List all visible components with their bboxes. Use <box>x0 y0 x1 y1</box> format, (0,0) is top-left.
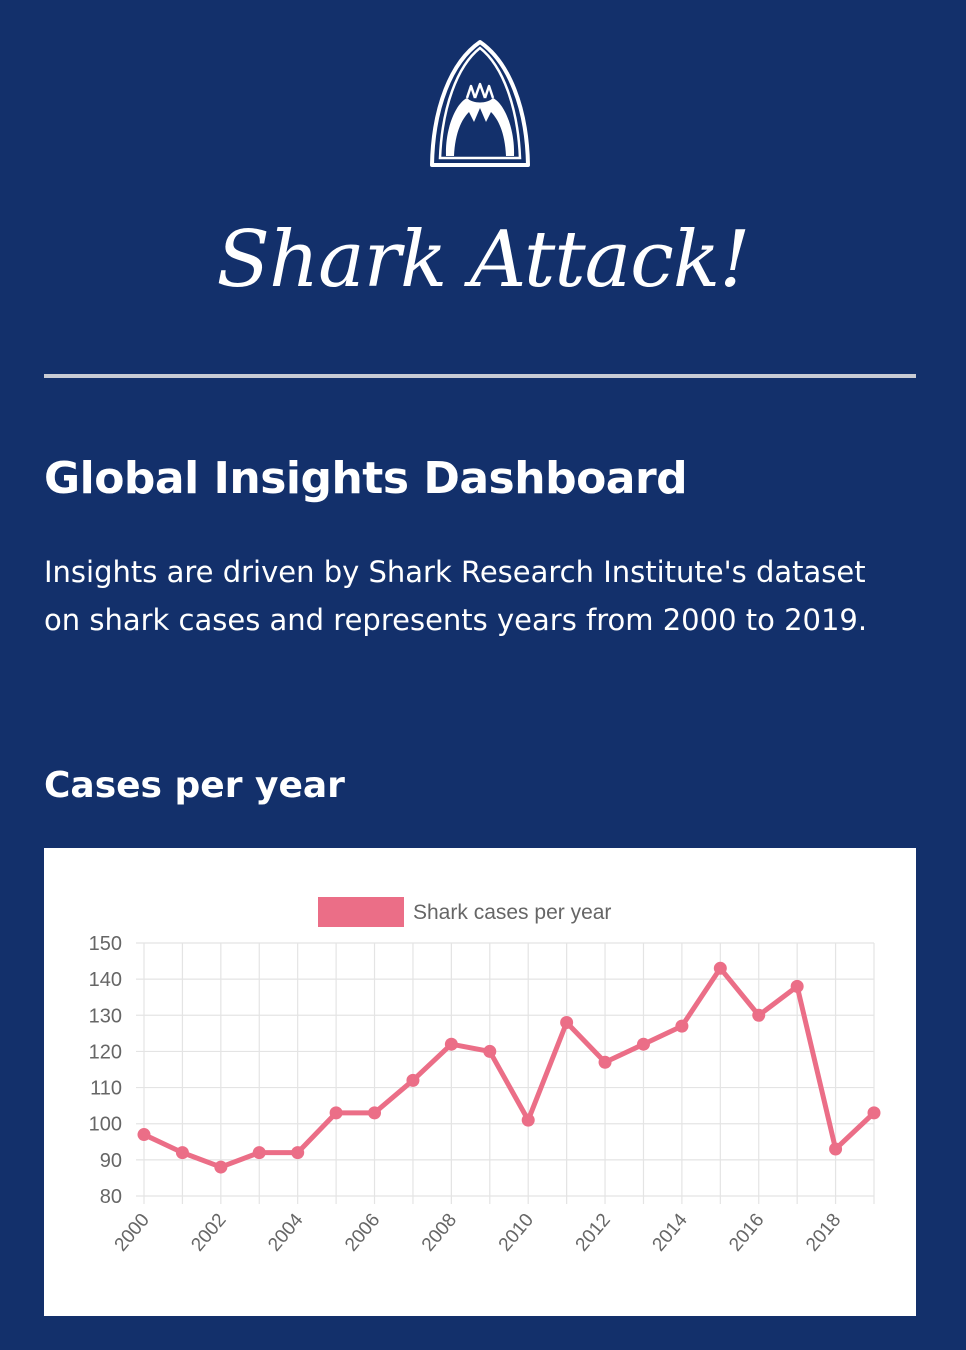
data-point <box>214 1160 228 1174</box>
y-tick-label: 130 <box>89 1005 122 1027</box>
data-point <box>636 1037 650 1051</box>
data-point <box>137 1128 151 1142</box>
data-point <box>560 1016 574 1030</box>
brand-title: Shark Attack! <box>216 215 751 305</box>
data-point <box>252 1146 266 1160</box>
y-tick-label: 90 <box>100 1150 122 1172</box>
data-point <box>790 979 804 993</box>
data-point <box>752 1008 766 1022</box>
data-point <box>329 1106 343 1120</box>
shark-jaws-icon <box>430 40 530 167</box>
data-point <box>483 1044 497 1058</box>
data-point <box>368 1106 382 1120</box>
y-tick-label: 100 <box>89 1114 122 1136</box>
data-point <box>291 1146 305 1160</box>
x-tick-label: 2004 <box>264 1209 308 1255</box>
chart-card: 150 140 130 120 110 100 90 80 2000 2002 2004 2006 20… <box>44 848 916 1316</box>
y-tick-label: 150 <box>89 933 122 955</box>
data-point <box>829 1142 843 1156</box>
intro-text: Insights are driven by Shark Research In… <box>44 555 868 637</box>
data-point <box>713 961 727 975</box>
data-point <box>598 1055 612 1069</box>
y-tick-label: 140 <box>89 969 122 991</box>
section-title: Cases per year <box>44 765 345 806</box>
y-tick-label: 120 <box>89 1041 122 1063</box>
x-tick-label: 2010 <box>495 1210 538 1256</box>
x-tick-label: 2016 <box>725 1210 768 1256</box>
x-tick-label: 2018 <box>802 1210 845 1256</box>
data-point <box>175 1146 189 1160</box>
x-tick-label: 2014 <box>648 1209 692 1255</box>
data-point <box>675 1019 689 1033</box>
page-title: Global Insights Dashboard <box>44 453 688 504</box>
data-point <box>521 1113 535 1127</box>
x-tick-label: 2006 <box>341 1210 384 1256</box>
x-tick-label: 2012 <box>572 1210 615 1256</box>
x-tick-label: 2000 <box>111 1210 154 1256</box>
series-line <box>141 965 877 1170</box>
data-point <box>406 1073 420 1087</box>
x-tick-label: 2008 <box>418 1210 461 1256</box>
legend-swatch <box>318 897 404 927</box>
data-point <box>867 1106 881 1120</box>
x-tick-label: 2002 <box>187 1210 230 1256</box>
y-tick-label: 80 <box>100 1186 122 1208</box>
y-tick-label: 110 <box>90 1078 122 1100</box>
data-point <box>444 1037 458 1051</box>
header-divider <box>44 374 916 378</box>
legend-label: Shark cases per year <box>413 901 611 924</box>
